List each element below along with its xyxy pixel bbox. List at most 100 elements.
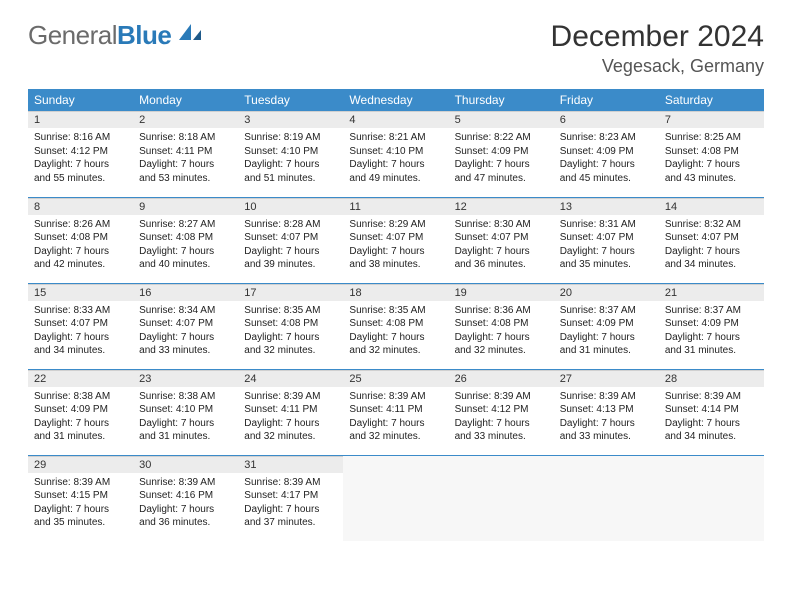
logo: GeneralBlue bbox=[28, 20, 203, 51]
day-body: Sunrise: 8:39 AMSunset: 4:12 PMDaylight:… bbox=[449, 387, 554, 448]
logo-general-text: General bbox=[28, 20, 117, 50]
sunrise-text: Sunrise: 8:39 AM bbox=[665, 390, 758, 404]
day-cell bbox=[449, 455, 554, 541]
sunset-text: Sunset: 4:07 PM bbox=[665, 231, 758, 245]
sunset-text: Sunset: 4:07 PM bbox=[34, 317, 127, 331]
weekday-header: Saturday bbox=[659, 89, 764, 111]
day-cell: 13Sunrise: 8:31 AMSunset: 4:07 PMDayligh… bbox=[554, 197, 659, 283]
sunrise-text: Sunrise: 8:35 AM bbox=[349, 304, 442, 318]
day-cell: 15Sunrise: 8:33 AMSunset: 4:07 PMDayligh… bbox=[28, 283, 133, 369]
sunrise-text: Sunrise: 8:38 AM bbox=[34, 390, 127, 404]
sunset-text: Sunset: 4:09 PM bbox=[455, 145, 548, 159]
day-number: 25 bbox=[343, 370, 448, 387]
daylight-text: Daylight: 7 hours and 34 minutes. bbox=[665, 417, 758, 444]
daylight-text: Daylight: 7 hours and 36 minutes. bbox=[139, 503, 232, 530]
day-number: 21 bbox=[659, 284, 764, 301]
day-body: Sunrise: 8:33 AMSunset: 4:07 PMDaylight:… bbox=[28, 301, 133, 362]
day-cell: 6Sunrise: 8:23 AMSunset: 4:09 PMDaylight… bbox=[554, 111, 659, 197]
daylight-text: Daylight: 7 hours and 49 minutes. bbox=[349, 158, 442, 185]
day-number: 6 bbox=[554, 111, 659, 128]
day-cell: 12Sunrise: 8:30 AMSunset: 4:07 PMDayligh… bbox=[449, 197, 554, 283]
daylight-text: Daylight: 7 hours and 31 minutes. bbox=[665, 331, 758, 358]
daylight-text: Daylight: 7 hours and 32 minutes. bbox=[349, 331, 442, 358]
sunset-text: Sunset: 4:09 PM bbox=[560, 317, 653, 331]
logo-blue-text: Blue bbox=[117, 20, 171, 50]
sunrise-text: Sunrise: 8:25 AM bbox=[665, 131, 758, 145]
day-cell: 3Sunrise: 8:19 AMSunset: 4:10 PMDaylight… bbox=[238, 111, 343, 197]
day-body: Sunrise: 8:39 AMSunset: 4:11 PMDaylight:… bbox=[343, 387, 448, 448]
daylight-text: Daylight: 7 hours and 35 minutes. bbox=[34, 503, 127, 530]
day-body: Sunrise: 8:28 AMSunset: 4:07 PMDaylight:… bbox=[238, 215, 343, 276]
day-body: Sunrise: 8:30 AMSunset: 4:07 PMDaylight:… bbox=[449, 215, 554, 276]
daylight-text: Daylight: 7 hours and 32 minutes. bbox=[244, 331, 337, 358]
sunrise-text: Sunrise: 8:39 AM bbox=[244, 390, 337, 404]
daylight-text: Daylight: 7 hours and 31 minutes. bbox=[560, 331, 653, 358]
day-number: 1 bbox=[28, 111, 133, 128]
sunset-text: Sunset: 4:08 PM bbox=[455, 317, 548, 331]
daylight-text: Daylight: 7 hours and 42 minutes. bbox=[34, 245, 127, 272]
daylight-text: Daylight: 7 hours and 45 minutes. bbox=[560, 158, 653, 185]
daylight-text: Daylight: 7 hours and 35 minutes. bbox=[560, 245, 653, 272]
day-body: Sunrise: 8:38 AMSunset: 4:10 PMDaylight:… bbox=[133, 387, 238, 448]
daylight-text: Daylight: 7 hours and 36 minutes. bbox=[455, 245, 548, 272]
day-number: 30 bbox=[133, 456, 238, 473]
month-title: December 2024 bbox=[551, 20, 764, 54]
weekday-header: Monday bbox=[133, 89, 238, 111]
day-number: 17 bbox=[238, 284, 343, 301]
day-number: 27 bbox=[554, 370, 659, 387]
calendar-body: 1 Sunrise: 8:16 AMSunset: 4:12 PM Daylight… bbox=[28, 111, 764, 541]
day-body: Sunrise: 8:35 AMSunset: 4:08 PMDaylight:… bbox=[238, 301, 343, 362]
daylight-text: Daylight: 7 hours and 37 minutes. bbox=[244, 503, 337, 530]
day-number: 13 bbox=[554, 198, 659, 215]
sunset-text: Sunset: 4:08 PM bbox=[34, 231, 127, 245]
daylight-text: Daylight: 7 hours and 32 minutes. bbox=[349, 417, 442, 444]
day-number: 10 bbox=[238, 198, 343, 215]
sunset-text: Sunset: 4:17 PM bbox=[244, 489, 337, 503]
sunrise-text: Sunrise: 8:39 AM bbox=[349, 390, 442, 404]
day-body: Sunrise: 8:25 AMSunset: 4:08 PMDaylight:… bbox=[659, 128, 764, 189]
daylight-text: Daylight: 7 hours and 38 minutes. bbox=[349, 245, 442, 272]
day-body: Sunrise: 8:39 AMSunset: 4:11 PMDaylight:… bbox=[238, 387, 343, 448]
sunrise-text: Sunrise: 8:30 AM bbox=[455, 218, 548, 232]
day-cell bbox=[659, 455, 764, 541]
day-body: Sunrise: 8:39 AMSunset: 4:17 PMDaylight:… bbox=[238, 473, 343, 534]
day-cell: 21Sunrise: 8:37 AMSunset: 4:09 PMDayligh… bbox=[659, 283, 764, 369]
day-body: Sunrise: 8:19 AMSunset: 4:10 PMDaylight:… bbox=[238, 128, 343, 189]
daylight-text: Daylight: 7 hours and 31 minutes. bbox=[34, 417, 127, 444]
day-body: Sunrise: 8:23 AMSunset: 4:09 PMDaylight:… bbox=[554, 128, 659, 189]
sunrise-text: Sunrise: 8:35 AM bbox=[244, 304, 337, 318]
day-body: Sunrise: 8:27 AMSunset: 4:08 PMDaylight:… bbox=[133, 215, 238, 276]
weekday-header: Tuesday bbox=[238, 89, 343, 111]
day-number: 4 bbox=[343, 111, 448, 128]
day-cell: 5Sunrise: 8:22 AMSunset: 4:09 PMDaylight… bbox=[449, 111, 554, 197]
day-cell: 30Sunrise: 8:39 AMSunset: 4:16 PMDayligh… bbox=[133, 455, 238, 541]
sunrise-text: Sunrise: 8:27 AM bbox=[139, 218, 232, 232]
sunset-text: Sunset: 4:12 PM bbox=[34, 145, 127, 159]
day-body: Sunrise: 8:32 AMSunset: 4:07 PMDaylight:… bbox=[659, 215, 764, 276]
day-number: 9 bbox=[133, 198, 238, 215]
sunrise-text: Sunrise: 8:39 AM bbox=[455, 390, 548, 404]
sunrise-text: Sunrise: 8:16 AM bbox=[34, 131, 127, 145]
day-number: 16 bbox=[133, 284, 238, 301]
day-body: Sunrise: 8:34 AMSunset: 4:07 PMDaylight:… bbox=[133, 301, 238, 362]
day-cell: 18Sunrise: 8:35 AMSunset: 4:08 PMDayligh… bbox=[343, 283, 448, 369]
day-body: Sunrise: 8:37 AMSunset: 4:09 PMDaylight:… bbox=[659, 301, 764, 362]
sunset-text: Sunset: 4:09 PM bbox=[665, 317, 758, 331]
day-body: Sunrise: 8:39 AMSunset: 4:13 PMDaylight:… bbox=[554, 387, 659, 448]
day-body: Sunrise: 8:39 AMSunset: 4:15 PMDaylight:… bbox=[28, 473, 133, 534]
sunset-text: Sunset: 4:09 PM bbox=[34, 403, 127, 417]
sunrise-text: Sunrise: 8:39 AM bbox=[560, 390, 653, 404]
day-cell: 2Sunrise: 8:18 AMSunset: 4:11 PMDaylight… bbox=[133, 111, 238, 197]
daylight-text: Daylight: 7 hours and 51 minutes. bbox=[244, 158, 337, 185]
week-row: 15Sunrise: 8:33 AMSunset: 4:07 PMDayligh… bbox=[28, 283, 764, 369]
sunset-text: Sunset: 4:13 PM bbox=[560, 403, 653, 417]
day-cell: 28Sunrise: 8:39 AMSunset: 4:14 PMDayligh… bbox=[659, 369, 764, 455]
weekday-header-row: Sunday Monday Tuesday Wednesday Thursday… bbox=[28, 89, 764, 111]
sunset-text: Sunset: 4:11 PM bbox=[349, 403, 442, 417]
day-number: 20 bbox=[554, 284, 659, 301]
day-body: Sunrise: 8:36 AMSunset: 4:08 PMDaylight:… bbox=[449, 301, 554, 362]
sunrise-text: Sunrise: 8:37 AM bbox=[665, 304, 758, 318]
day-number: 28 bbox=[659, 370, 764, 387]
sunset-text: Sunset: 4:07 PM bbox=[349, 231, 442, 245]
day-cell: 23Sunrise: 8:38 AMSunset: 4:10 PMDayligh… bbox=[133, 369, 238, 455]
